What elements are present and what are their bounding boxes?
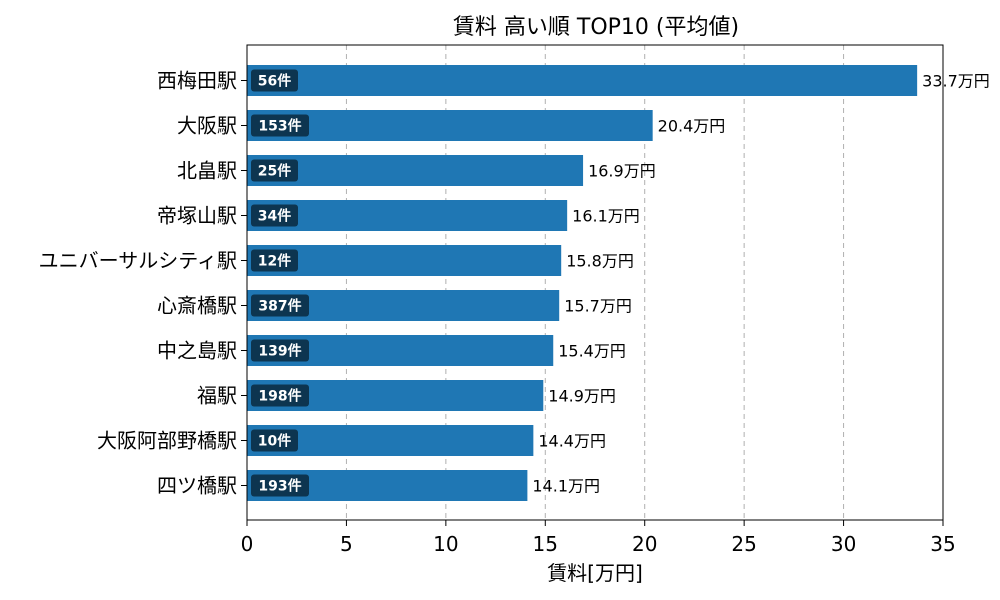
count-label: 56件 [258,73,291,90]
value-label: 15.8万円 [566,252,634,271]
category-label: 四ツ橋駅 [157,474,237,498]
bar [247,155,584,186]
category-label: 心斎橋駅 [157,294,237,318]
x-tick-label: 20 [632,532,657,556]
category-label: 大阪阿部野橋駅 [97,429,237,453]
count-label: 193件 [258,478,301,495]
value-label: 14.4万円 [538,432,606,451]
count-badge [251,339,309,362]
x-axis-ticks: 0 5 10 15 20 25 30 35 [241,80,956,556]
category-label: 福駅 [197,384,237,408]
category-label: ユニバーサルシティ駅 [39,249,237,273]
count-label: 153件 [258,118,301,135]
count-badge [251,474,309,497]
count-badge [251,69,298,92]
value-label: 14.9万円 [548,387,616,406]
value-label: 15.7万円 [564,297,632,316]
chart-title: 賃料 高い順 TOP10 (平均値) [453,15,739,40]
category-label: 帝塚山駅 [157,204,237,228]
x-tick-label: 30 [831,532,856,556]
category-label: 大阪駅 [177,114,237,138]
category-label: 西梅田駅 [157,69,237,93]
count-badge [251,204,298,227]
count-label: 12件 [258,253,291,270]
count-badge [251,249,298,272]
count-badge [251,384,309,407]
bar [247,245,562,276]
count-badge [251,294,309,317]
category-label: 北畠駅 [177,159,237,183]
count-badge [251,159,298,182]
x-tick-label: 0 [241,532,254,556]
value-label: 16.1万円 [572,207,640,226]
count-label: 34件 [258,208,291,225]
value-label: 16.9万円 [588,162,656,181]
x-tick-label: 5 [340,532,353,556]
count-badge [251,114,309,137]
bar [247,65,918,96]
value-label: 14.1万円 [532,477,600,496]
x-axis-label: 賃料[万円] [547,561,643,585]
value-label: 33.7万円 [922,72,990,91]
category-label: 中之島駅 [157,339,237,363]
plot-frame [246,44,944,521]
count-badge [251,429,298,452]
x-tick-label: 35 [930,532,955,556]
x-tick-label: 10 [433,532,458,556]
value-label: 20.4万円 [658,117,726,136]
count-label: 25件 [258,163,291,180]
x-tick-label: 25 [731,532,756,556]
x-tick-label: 15 [533,532,558,556]
count-label: 198件 [258,388,301,405]
count-label: 139件 [258,343,301,360]
bar [247,110,653,141]
count-label: 387件 [258,298,301,315]
count-label: 10件 [258,433,291,450]
value-label: 15.4万円 [558,342,626,361]
bar [247,200,568,231]
